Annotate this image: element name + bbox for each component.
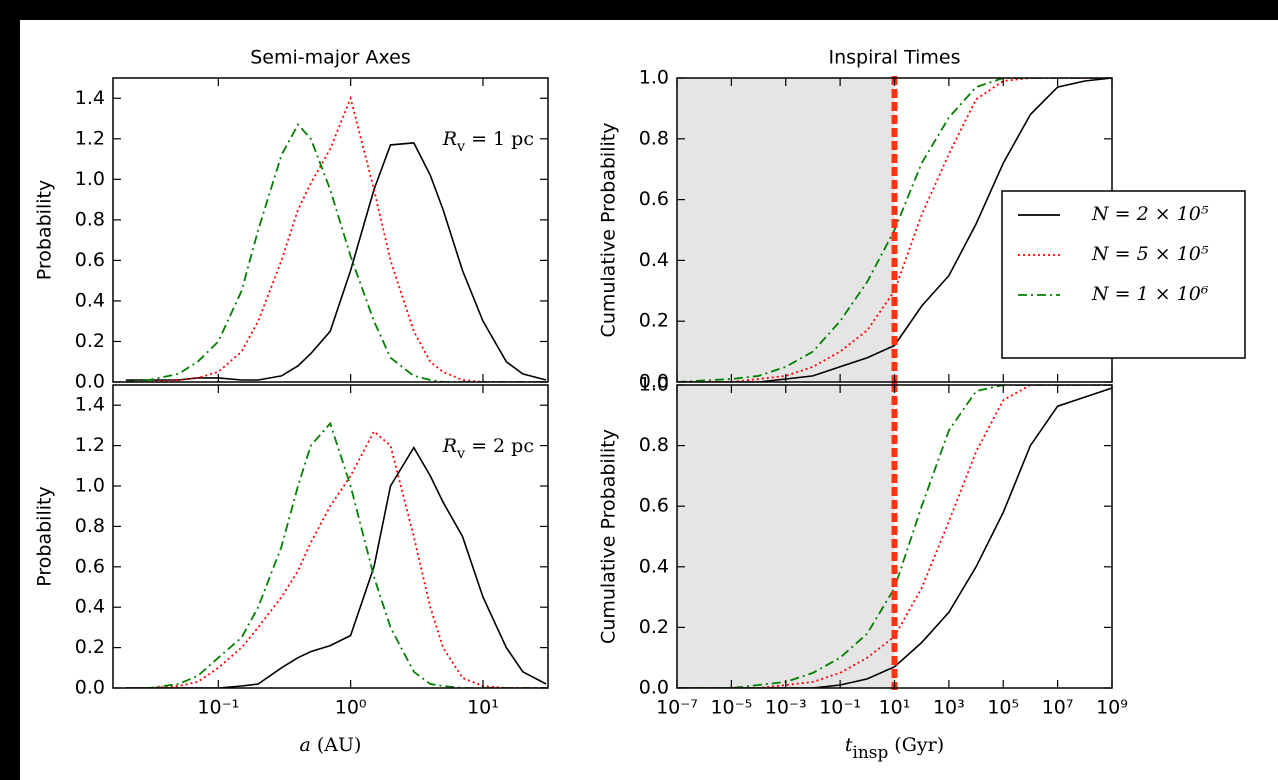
y-tick-label: 0.6 (639, 188, 669, 210)
series-line (125, 142, 547, 381)
series-line (677, 78, 1112, 382)
legend-label: N = 1 × 10⁶ (1091, 283, 1209, 305)
y-tick-label: 0.4 (639, 249, 669, 271)
series-line (125, 421, 547, 688)
background (20, 20, 1278, 780)
plot-area (677, 385, 1112, 688)
x-tick-label: 10⁷ (1042, 697, 1074, 719)
y-tick-label: 0.0 (75, 371, 105, 393)
math-label: Rv = 1 pc (442, 128, 534, 155)
x-tick-label: 10⁵ (987, 697, 1019, 719)
x-tick-label: 10⁻³ (765, 697, 807, 719)
panel-title: Inspiral Times (828, 47, 960, 69)
plot-area (677, 78, 1112, 382)
symbol: a (300, 734, 311, 756)
x-tick-label: 10¹ (467, 697, 499, 719)
y-tick-label: 0.4 (75, 289, 105, 311)
y-tick-label: 0.4 (639, 555, 669, 577)
x-tick-label: 10⁹ (1096, 697, 1128, 719)
y-axis-label: Probability (34, 486, 56, 586)
y-tick-label: 0.0 (75, 677, 105, 699)
y-tick-label: 0.0 (639, 371, 669, 393)
y-tick-label: 0.2 (639, 616, 669, 638)
legend-label: N = 2 × 10⁵ (1091, 203, 1209, 225)
y-tick-label: 0.8 (639, 434, 669, 456)
y-tick-label: 1.4 (75, 394, 105, 416)
axes-frame (112, 77, 549, 383)
shaded-region (677, 385, 895, 688)
series-line (125, 123, 547, 382)
y-tick-label: 1.0 (639, 67, 669, 89)
x-tick-label: 10³ (933, 697, 965, 719)
y-tick-label: 0.8 (75, 208, 105, 230)
series-line (677, 387, 1112, 688)
shaded-region (677, 78, 895, 382)
label-text: (Gyr) (894, 734, 944, 756)
y-tick-label: 1.4 (75, 87, 105, 109)
y-tick-label: 0.2 (639, 310, 669, 332)
math-label: tinsp (Gyr) (845, 734, 944, 762)
y-tick-label: 0.0 (639, 677, 669, 699)
series-line (677, 78, 1112, 382)
subscript: v (456, 446, 466, 462)
y-tick-label: 0.6 (75, 555, 105, 577)
series-line (677, 385, 1112, 688)
series-line (125, 446, 547, 688)
x-tick-label: 10⁻⁷ (656, 697, 698, 719)
symbol: t (845, 734, 853, 756)
y-tick-label: 0.8 (75, 515, 105, 537)
x-tick-label: 10⁻¹ (197, 697, 239, 719)
symbol: R (442, 128, 457, 150)
series-line (125, 430, 547, 688)
y-tick-label: 1.0 (75, 475, 105, 497)
x-tick-label: 10¹ (879, 697, 911, 719)
x-tick-label: 10⁻⁵ (710, 697, 752, 719)
plot-area (125, 95, 547, 382)
math-label: Rv = 2 pc (442, 435, 534, 462)
x-tick-label: 10⁻¹ (819, 697, 861, 719)
math-label: a (AU) (300, 734, 362, 756)
y-tick-label: 1.0 (639, 374, 669, 396)
y-tick-label: 0.6 (639, 495, 669, 517)
x-tick-label: 10⁰ (335, 697, 367, 719)
legend-label: N = 5 × 10⁵ (1091, 243, 1209, 265)
legend-box (1001, 190, 1246, 359)
subscript: insp (853, 742, 889, 762)
y-tick-label: 0.4 (75, 596, 105, 618)
y-tick-label: 1.2 (75, 434, 105, 456)
label-text: (AU) (317, 734, 362, 756)
label-text: = 1 pc (471, 128, 534, 150)
y-tick-label: 0.2 (75, 636, 105, 658)
y-axis-label: Cumulative Probability (598, 429, 620, 644)
panel-title: Semi-major Axes (250, 47, 411, 69)
y-tick-label: 0.2 (75, 330, 105, 352)
label-text: = 2 pc (471, 435, 534, 457)
series-line (677, 78, 1112, 382)
plot-area (125, 421, 547, 688)
y-tick-label: 0.6 (75, 249, 105, 271)
y-axis-label: Cumulative Probability (598, 123, 620, 338)
y-axis-label: Probability (34, 180, 56, 280)
symbol: R (442, 435, 457, 457)
y-tick-label: 1.2 (75, 127, 105, 149)
y-tick-label: 0.8 (639, 127, 669, 149)
y-tick-label: 1.0 (75, 168, 105, 190)
series-line (677, 385, 1112, 688)
subscript: v (456, 139, 466, 155)
axes-frame (112, 384, 549, 689)
